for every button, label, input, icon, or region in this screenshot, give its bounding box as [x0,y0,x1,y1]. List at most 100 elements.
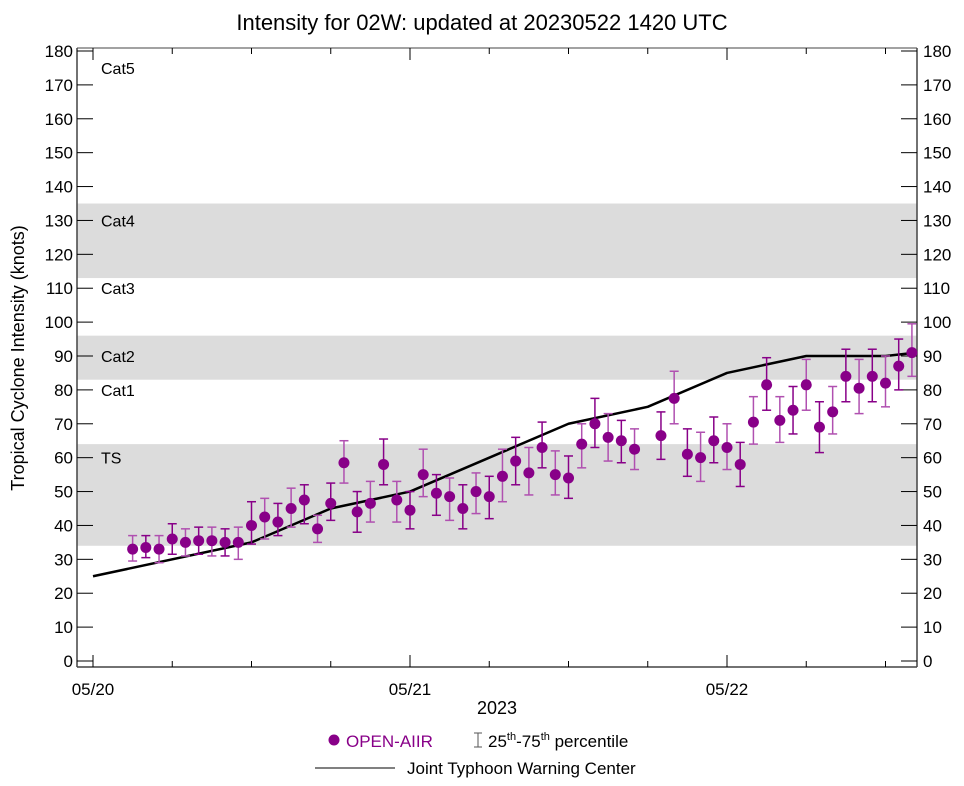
open-aiir-point [364,497,376,509]
y-tick-label-right: 30 [923,550,942,569]
open-aiir-point [325,497,337,509]
category-label-ts: TS [101,451,121,468]
open-aiir-point [576,438,588,450]
legend-percentile-tail: percentile [550,732,628,751]
y-tick-label-right: 160 [923,110,951,129]
y-tick-label-left: 140 [45,178,73,197]
y-tick-label-left: 130 [45,211,73,230]
open-aiir-point [496,470,508,482]
open-aiir-point [549,469,561,481]
open-aiir-point [866,370,878,382]
open-aiir-point [906,347,918,359]
legend: OPEN-AIIR 25th-75th percentile Joint Typ… [315,731,636,778]
y-tick-label-left: 100 [45,313,73,332]
open-aiir-point [708,435,720,447]
y-tick-label-left: 170 [45,76,73,95]
y-tick-label-right: 180 [923,42,951,61]
legend-errorbar-icon [474,732,482,748]
open-aiir-point [470,486,482,498]
band-cat4 [77,203,917,279]
y-tick-label-left: 30 [54,550,73,569]
y-tick-label-right: 10 [923,618,942,637]
legend-percentile-25: 25 [488,732,507,751]
y-tick-label-right: 80 [923,381,942,400]
y-tick-label-left: 50 [54,483,73,502]
y-tick-label-right: 70 [923,415,942,434]
open-aiir-point [721,442,733,453]
y-tick-label-left: 80 [54,381,73,400]
open-aiir-point [153,543,165,555]
x-tick-label: 05/21 [389,680,432,699]
y-tick-label-left: 20 [54,584,73,603]
open-aiir-point [880,377,891,389]
open-aiir-point [430,487,442,499]
open-aiir-point [589,418,601,430]
category-label-cat2: Cat2 [101,349,135,366]
y-tick-label-right: 130 [923,211,951,230]
open-aiir-point [259,511,271,523]
band-ts [77,444,917,546]
open-aiir-point [417,469,429,481]
open-aiir-point [787,404,799,416]
y-tick-label-left: 60 [54,449,73,468]
y-tick-label-left: 120 [45,245,73,264]
open-aiir-point [232,536,244,548]
open-aiir-point [813,421,825,433]
y-tick-label-right: 120 [923,245,951,264]
category-label-cat1: Cat1 [101,383,135,400]
open-aiir-point [655,430,667,442]
y-tick-label-right: 110 [923,279,950,298]
open-aiir-point [615,435,627,447]
x-tick-label: 05/20 [72,680,115,699]
y-tick-label-left: 70 [54,415,73,434]
y-tick-label-left: 180 [45,42,73,61]
category-labels: TS Cat1 Cat2 Cat3 Cat4 Cat5 [101,61,135,468]
open-aiir-point [246,519,257,531]
y-tick-label-left: 40 [54,516,73,535]
open-aiir-point [391,494,403,506]
open-aiir-point [536,442,548,453]
y-tick-label-right: 150 [923,144,951,163]
open-aiir-point [351,506,363,518]
legend-percentile-75: -75 [516,732,541,751]
open-aiir-point [681,448,693,460]
open-aiir-point [140,541,152,553]
open-aiir-point [840,370,852,382]
open-aiir-point [774,414,786,426]
open-aiir-point [127,543,139,555]
y-tick-label-left: 0 [64,652,73,671]
open-aiir-point [457,503,469,514]
category-bands [77,203,917,546]
open-aiir-point [404,504,416,516]
open-aiir-point [668,392,680,404]
open-aiir-point [298,494,310,506]
x-axis-label: 2023 [477,698,517,718]
open-aiir-point [206,535,218,547]
y-tick-label-left: 110 [46,279,73,298]
x-tick-label: 05/22 [706,680,749,699]
open-aiir-point [312,523,324,535]
open-aiir-point [827,406,839,418]
open-aiir-point [338,457,350,469]
legend-sup-th-a: th [507,731,516,743]
y-tick-label-right: 170 [923,76,951,95]
open-aiir-point [272,516,284,528]
open-aiir-point [747,416,759,428]
y-tick-label-right: 60 [923,449,942,468]
y-tick-label-right: 20 [923,584,942,603]
open-aiir-point [179,536,191,548]
open-aiir-point [523,467,535,479]
open-aiir-point [563,472,574,484]
y-tick-label-right: 90 [923,347,942,366]
y-tick-label-right: 40 [923,516,942,535]
open-aiir-point [285,503,297,514]
y-tick-label-right: 140 [923,178,951,197]
open-aiir-point [510,455,522,467]
open-aiir-point [695,452,707,464]
y-tick-label-left: 10 [54,618,73,637]
category-label-cat5: Cat5 [101,61,135,78]
y-tick-label-right: 100 [923,313,951,332]
open-aiir-point [734,458,746,470]
open-aiir-point [193,535,205,547]
y-tick-label-left: 150 [45,144,73,163]
